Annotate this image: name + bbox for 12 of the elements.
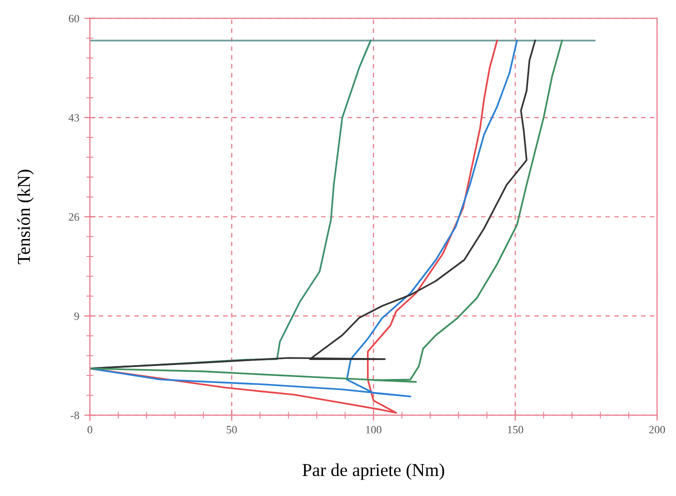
x-tick-label: 50 (226, 426, 237, 434)
y-axis-title: Tensión (kN) (17, 170, 34, 264)
x-tick-label: 100 (366, 426, 382, 434)
x-tick-label: 150 (508, 426, 524, 434)
x-axis-title: Par de apriete (Nm) (302, 463, 444, 480)
y-tick-label: 60 (68, 14, 80, 22)
x-tick-label: 0 (88, 426, 92, 434)
y-tick-label: 43 (68, 114, 80, 122)
y-tick-label: -8 (70, 412, 80, 420)
y-tick-label: 26 (68, 213, 80, 221)
y-tick-label: 9 (74, 312, 80, 320)
x-tick-label: 200 (649, 426, 665, 434)
